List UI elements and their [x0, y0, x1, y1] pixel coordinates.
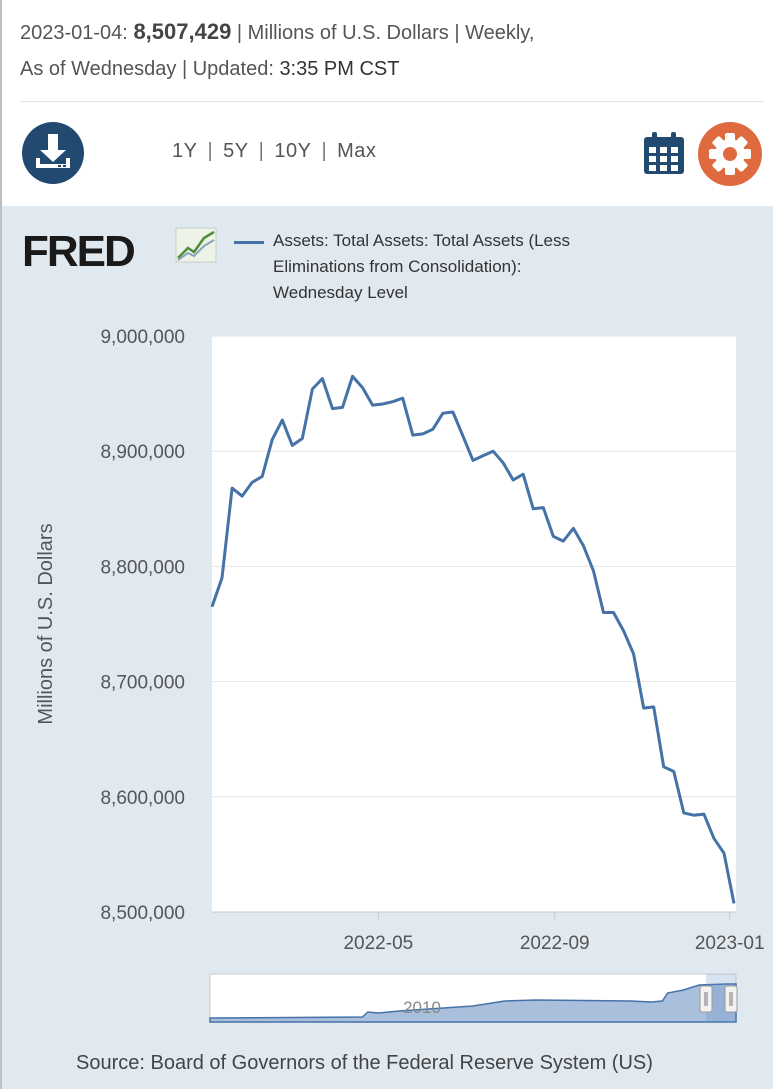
- range-1y[interactable]: 1Y: [172, 140, 198, 162]
- download-icon: [36, 134, 70, 168]
- plot-area: [212, 336, 736, 912]
- range-10y[interactable]: 10Y: [274, 140, 312, 162]
- handle-grip: [724, 985, 738, 1013]
- units-frequency: | Millions of U.S. Dollars | Weekly,: [236, 22, 535, 44]
- as-of-label: As of Wednesday |: [20, 58, 188, 80]
- navigator-series: [209, 983, 737, 1023]
- series-summary: 2023-01-04: 8,507,429 | Millions of U.S.…: [20, 14, 760, 87]
- left-border: [0, 0, 2, 1089]
- source-note: Source: Board of Governors of the Federa…: [76, 1052, 653, 1074]
- gear-icon: [709, 133, 751, 175]
- updated-time: 3:35 PM CST: [279, 58, 400, 80]
- y-tick-label: 8,500,000: [100, 903, 185, 924]
- calendar-icon: [644, 132, 684, 174]
- y-axis-label: Millions of U.S. Dollars: [35, 523, 57, 724]
- download-button[interactable]: [22, 122, 84, 184]
- range-5y[interactable]: 5Y: [223, 140, 249, 162]
- range-max[interactable]: Max: [337, 140, 377, 162]
- chart-toolbar: 1Y | 5Y | 10Y | Max: [0, 118, 773, 188]
- y-tick-label: 9,000,000: [100, 327, 185, 348]
- calendar-button[interactable]: [642, 130, 686, 176]
- x-tick-label: 2023-01: [695, 933, 765, 954]
- y-tick-label: 8,700,000: [100, 673, 185, 694]
- navigator-handle-left[interactable]: [699, 985, 713, 1013]
- series-line: [210, 374, 736, 904]
- navigator-handle-right[interactable]: [724, 985, 738, 1013]
- navigator-date-label: 2010: [403, 998, 441, 1017]
- fred-logo-text: FRED: [22, 227, 134, 276]
- observation-value: 8,507,429: [133, 19, 232, 44]
- x-tick-label: 2022-05: [343, 933, 413, 954]
- observation-date: 2023-01-04:: [20, 22, 128, 44]
- handle-grip: [699, 985, 713, 1013]
- date-range-selector: 1Y | 5Y | 10Y | Max: [172, 140, 377, 162]
- legend-swatch: [234, 241, 264, 244]
- legend-label: Assets: Total Assets: Total Assets (Less…: [273, 231, 571, 302]
- updated-label: Updated:: [192, 58, 274, 80]
- y-tick-label: 8,800,000: [100, 557, 185, 578]
- x-tick-label: 2022-09: [520, 933, 590, 954]
- fred-logo: FRED: [22, 227, 217, 276]
- divider: [20, 101, 764, 102]
- settings-button[interactable]: [698, 122, 762, 186]
- y-tick-label: 8,900,000: [100, 442, 185, 463]
- fred-logo-graph-icon: [175, 227, 217, 263]
- y-tick-label: 8,600,000: [100, 788, 185, 809]
